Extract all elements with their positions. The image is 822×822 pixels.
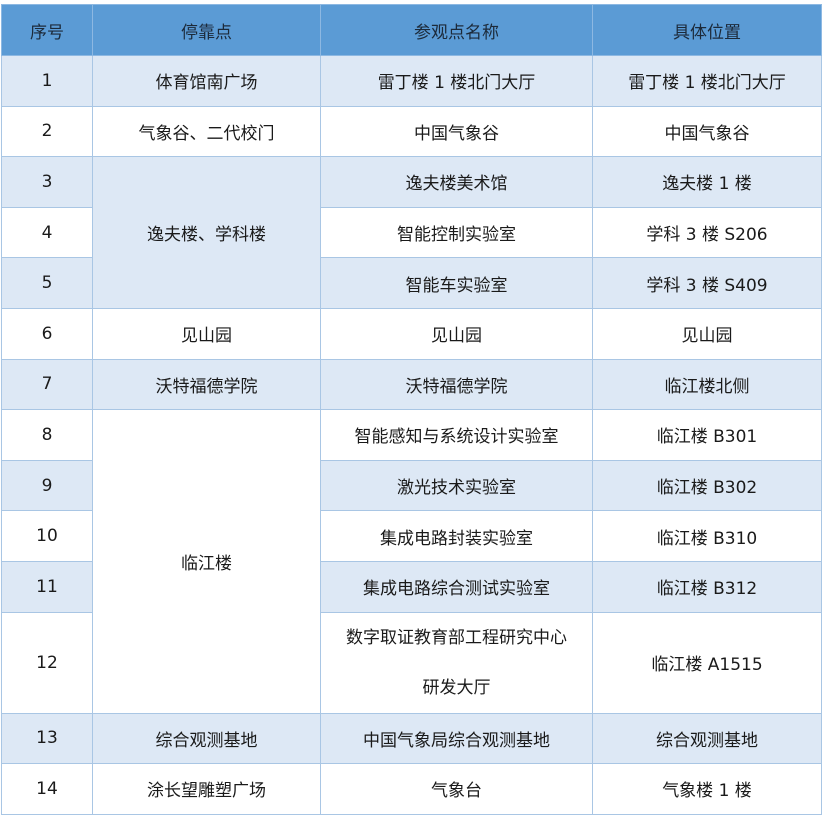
cell-site: 激光技术实验室 <box>320 459 593 512</box>
table-row: 1 体育馆南广场 雷丁楼 1 楼北门大厅 雷丁楼 1 楼北门大厅 <box>1 55 822 107</box>
header-location: 具体位置 <box>592 4 822 56</box>
cell-location: 临江楼 B312 <box>592 560 822 613</box>
cell-no: 11 <box>1 560 93 613</box>
table-row: 12 数字取证教育部工程研究中心 研发大厅 临江楼 A1515 <box>1 611 822 714</box>
cell-site: 数字取证教育部工程研究中心 研发大厅 <box>320 611 593 714</box>
cell-site: 中国气象局综合观测基地 <box>320 712 593 765</box>
cell-no: 14 <box>1 763 93 815</box>
cell-site-line1: 数字取证教育部工程研究中心 <box>346 627 567 648</box>
cell-no: 10 <box>1 510 93 562</box>
cell-location: 临江楼 B302 <box>592 459 822 512</box>
header-stop: 停靠点 <box>92 4 321 56</box>
cell-site: 智能感知与系统设计实验室 <box>320 409 593 461</box>
table-row: 4 智能控制实验室 学科 3 楼 S206 <box>1 206 822 259</box>
cell-location: 逸夫楼 1 楼 <box>592 156 822 208</box>
cell-stop: 见山园 <box>92 307 321 360</box>
cell-no: 1 <box>1 55 93 107</box>
cell-stop: 涂长望雕塑广场 <box>92 763 321 815</box>
cell-stop: 气象谷、二代校门 <box>92 105 321 158</box>
table-row: 11 集成电路综合测试实验室 临江楼 B312 <box>1 560 822 613</box>
table-row: 8 临江楼 智能感知与系统设计实验室 临江楼 B301 <box>1 409 822 714</box>
cell-location: 见山园 <box>592 307 822 360</box>
cell-location: 雷丁楼 1 楼北门大厅 <box>592 55 822 107</box>
cell-site: 气象台 <box>320 763 593 815</box>
table-row: 14 涂长望雕塑广场 气象台 气象楼 1 楼 <box>1 763 822 815</box>
cell-no: 7 <box>1 358 93 411</box>
cell-no: 3 <box>1 156 93 208</box>
table-row: 5 智能车实验室 学科 3 楼 S409 <box>1 257 822 309</box>
cell-site: 沃特福德学院 <box>320 358 593 411</box>
cell-no: 13 <box>1 712 93 765</box>
cell-location: 学科 3 楼 S206 <box>592 206 822 259</box>
cell-site: 逸夫楼美术馆 <box>320 156 593 208</box>
header-site: 参观点名称 <box>320 4 593 56</box>
cell-site: 中国气象谷 <box>320 105 593 158</box>
visit-schedule-table: 序号 停靠点 参观点名称 具体位置 1 体育馆南广场 雷丁楼 1 楼北门大厅 雷… <box>1 4 822 815</box>
cell-site: 集成电路封装实验室 <box>320 510 593 562</box>
header-no: 序号 <box>1 4 93 56</box>
cell-location: 临江楼 B301 <box>592 409 822 461</box>
table-row: 10 集成电路封装实验室 临江楼 B310 <box>1 510 822 562</box>
cell-location: 气象楼 1 楼 <box>592 763 822 815</box>
table-row: 3 逸夫楼、学科楼 逸夫楼美术馆 逸夫楼 1 楼 <box>1 156 822 309</box>
table-row: 13 综合观测基地 中国气象局综合观测基地 综合观测基地 <box>1 712 822 765</box>
cell-site: 智能控制实验室 <box>320 206 593 259</box>
cell-stop: 临江楼 <box>92 409 321 714</box>
cell-no: 6 <box>1 307 93 360</box>
cell-location: 学科 3 楼 S409 <box>592 257 822 309</box>
table-row: 6 见山园 见山园 见山园 <box>1 307 822 360</box>
table-row: 7 沃特福德学院 沃特福德学院 临江楼北侧 <box>1 358 822 411</box>
table-row: 9 激光技术实验室 临江楼 B302 <box>1 459 822 512</box>
cell-stop: 体育馆南广场 <box>92 55 321 107</box>
cell-no: 8 <box>1 409 93 461</box>
cell-no: 5 <box>1 257 93 309</box>
cell-stop: 综合观测基地 <box>92 712 321 765</box>
cell-location: 临江楼北侧 <box>592 358 822 411</box>
cell-location: 综合观测基地 <box>592 712 822 765</box>
table-row: 2 气象谷、二代校门 中国气象谷 中国气象谷 <box>1 105 822 158</box>
cell-site-line2: 研发大厅 <box>422 677 491 698</box>
cell-no: 12 <box>1 611 93 714</box>
cell-stop: 逸夫楼、学科楼 <box>92 156 321 309</box>
cell-no: 2 <box>1 105 93 158</box>
cell-site: 智能车实验室 <box>320 257 593 309</box>
cell-location: 中国气象谷 <box>592 105 822 158</box>
cell-location: 临江楼 A1515 <box>592 611 822 714</box>
cell-stop: 沃特福德学院 <box>92 358 321 411</box>
cell-no: 9 <box>1 459 93 512</box>
cell-site: 见山园 <box>320 307 593 360</box>
cell-site: 雷丁楼 1 楼北门大厅 <box>320 55 593 107</box>
cell-site: 集成电路综合测试实验室 <box>320 560 593 613</box>
cell-location: 临江楼 B310 <box>592 510 822 562</box>
cell-no: 4 <box>1 206 93 259</box>
header-row: 序号 停靠点 参观点名称 具体位置 <box>1 4 822 56</box>
